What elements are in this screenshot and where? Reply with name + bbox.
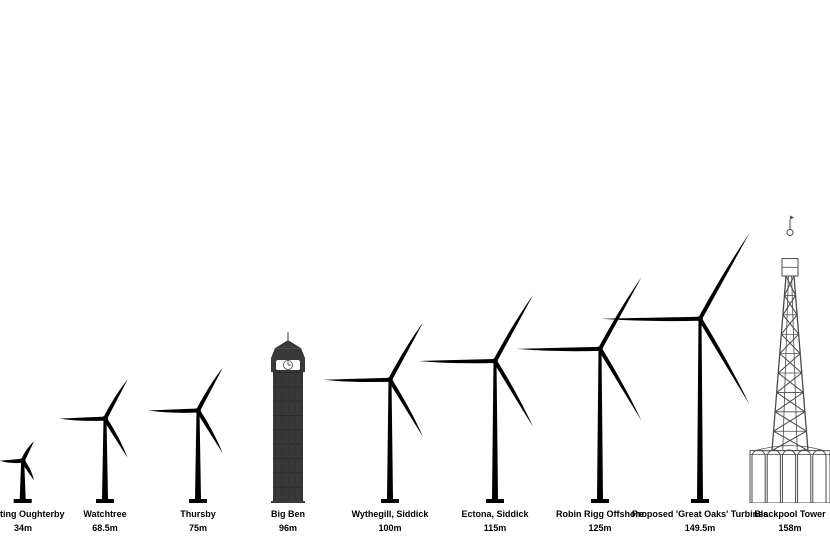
item-name: Blackpool Tower (754, 509, 825, 520)
item-labels: Watchtree 68.5m (83, 509, 126, 535)
item-name: Watchtree (83, 509, 126, 520)
height-comparison-chart: Existing Oughterby 34m Watchtree 68.5m (0, 0, 830, 540)
item-labels: Big Ben 96m (271, 509, 305, 535)
wind-turbine-icon (143, 365, 253, 503)
wind-turbine-icon (55, 377, 156, 503)
item-labels: Thursby 75m (180, 509, 216, 535)
comparison-item: Blackpool Tower 158m (748, 212, 830, 535)
item-labels: Blackpool Tower 158m (754, 509, 825, 535)
item-name: Big Ben (271, 509, 305, 520)
big-ben-icon (264, 326, 312, 503)
comparison-item: Big Ben 96m (264, 326, 312, 535)
item-name: Thursby (180, 509, 216, 520)
wind-turbine-icon (0, 440, 48, 503)
comparison-item: Watchtree 68.5m (55, 377, 156, 535)
item-height: 75m (180, 523, 216, 534)
comparison-item: Thursby 75m (143, 365, 253, 535)
item-height: 96m (271, 523, 305, 534)
item-height: 68.5m (83, 523, 126, 534)
blackpool-tower-icon (748, 212, 830, 503)
item-height: 158m (754, 523, 825, 534)
